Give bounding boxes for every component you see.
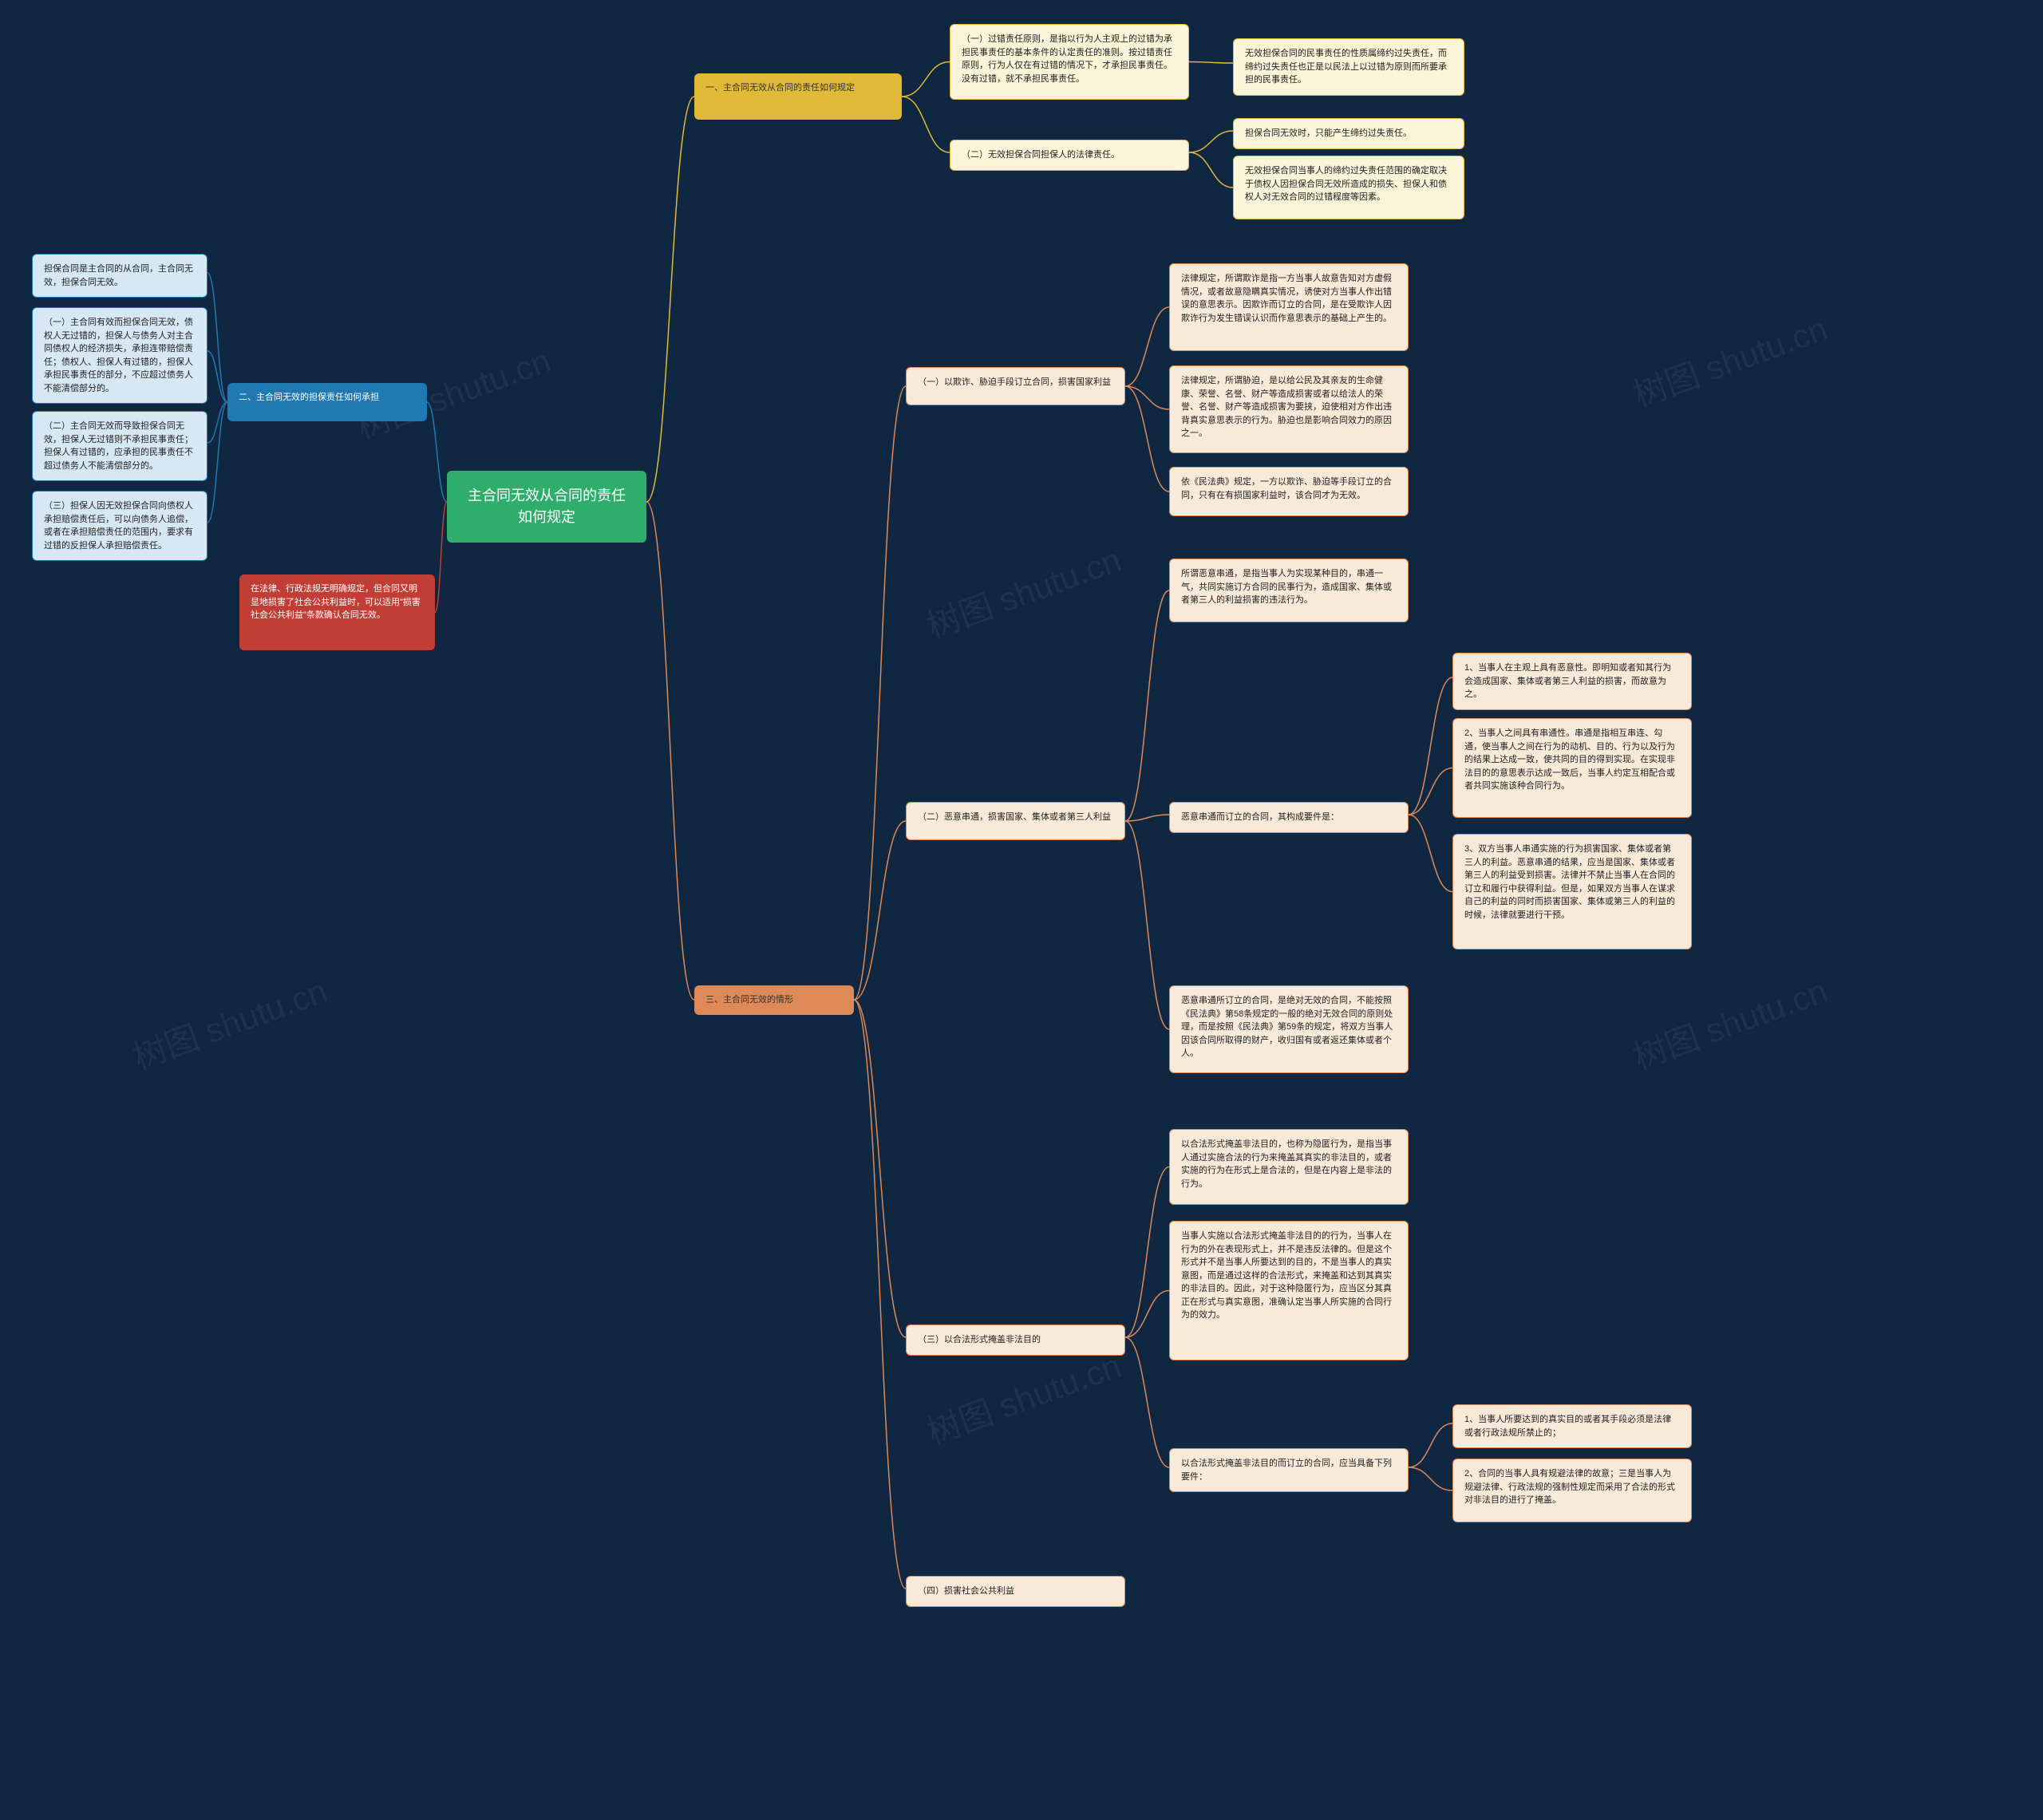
b1-c1-cc1[interactable]: 无效担保合同的民事责任的性质属缔约过失责任，而缔约过失责任也正是以民法上以过错为… xyxy=(1233,38,1464,96)
b2-c0[interactable]: 担保合同是主合同的从合同，主合同无效，担保合同无效。 xyxy=(32,254,207,298)
b3-s2-t2-u1[interactable]: 1、当事人在主观上具有恶意性。即明知或者知其行为会造成国家、集体或者第三人利益的… xyxy=(1452,653,1692,710)
b1-c2-cc1[interactable]: 担保合同无效时，只能产生缔约过失责任。 xyxy=(1233,118,1464,149)
watermark: 树图 shutu.cn xyxy=(1626,964,1833,1079)
b3-s1-t2[interactable]: 法律规定，所谓胁迫，是以给公民及其亲友的生命健康、荣誉、名誉、财产等造成损害或者… xyxy=(1169,365,1409,453)
b3-s2[interactable]: （二）恶意串通，损害国家、集体或者第三人利益 xyxy=(906,802,1125,840)
b3-s3[interactable]: （三）以合法形式掩盖非法目的 xyxy=(906,1325,1125,1356)
b3-s2-t3[interactable]: 恶意串通所订立的合同，是绝对无效的合同，不能按照《民法典》第58条规定的一般的绝… xyxy=(1169,985,1409,1073)
b1-c2[interactable]: （二）无效担保合同担保人的法律责任。 xyxy=(950,140,1189,171)
b1-c2-cc2[interactable]: 无效担保合同当事人的缔约过失责任范围的确定取决于债权人因担保合同无效所造成的损失… xyxy=(1233,156,1464,219)
branch-1[interactable]: 一、主合同无效从合同的责任如何规定 xyxy=(694,73,902,120)
root-node[interactable]: 主合同无效从合同的责任如何规定 xyxy=(447,471,646,543)
watermark: 树图 shutu.cn xyxy=(125,964,333,1079)
connectors xyxy=(0,0,2043,1820)
b3-s3-t3-u2[interactable]: 2、合同的当事人具有规避法律的故意；三是当事人为规避法律、行政法规的强制性规定而… xyxy=(1452,1459,1692,1522)
b3-s2-t2-u2[interactable]: 2、当事人之间具有串通性。串通是指相互串连、勾通，使当事人之间在行为的动机、目的… xyxy=(1452,718,1692,818)
b2-c1[interactable]: （一）主合同有效而担保合同无效，债权人无过错的，担保人与债务人对主合同债权人的经… xyxy=(32,307,207,404)
watermark: 树图 shutu.cn xyxy=(919,533,1127,648)
b3-s1-t3[interactable]: 依《民法典》规定，一方以欺诈、胁迫等手段订立的合同，只有在有损国家利益时，该合同… xyxy=(1169,467,1409,516)
b2-c2[interactable]: （二）主合同无效而导致担保合同无效，担保人无过错则不承担民事责任；担保人有过错的… xyxy=(32,411,207,481)
b3-s3-t3-u1[interactable]: 1、当事人所要达到的真实目的或者其手段必须是法律或者行政法规所禁止的； xyxy=(1452,1404,1692,1448)
b2-c3[interactable]: （三）担保人因无效担保合同向债权人承担赔偿责任后，可以向债务人追偿，或者在承担赔… xyxy=(32,491,207,561)
b3-s2-t2[interactable]: 恶意串通而订立的合同，其构成要件是： xyxy=(1169,802,1409,833)
b3-s1[interactable]: （一）以欺诈、胁迫手段订立合同，损害国家利益 xyxy=(906,367,1125,405)
watermark: 树图 shutu.cn xyxy=(919,1339,1127,1454)
b3-s3-t3[interactable]: 以合法形式掩盖非法目的而订立的合同，应当具备下列要件： xyxy=(1169,1448,1409,1492)
b1-c1[interactable]: （一）过错责任原则，是指以行为人主观上的过错为承担民事责任的基本条件的认定责任的… xyxy=(950,24,1189,100)
b3-s2-t2-u3[interactable]: 3、双方当事人串通实施的行为损害国家、集体或者第三人的利益。恶意串通的结果，应当… xyxy=(1452,834,1692,949)
branch-2[interactable]: 二、主合同无效的担保责任如何承担 xyxy=(227,383,427,421)
b3-s4[interactable]: （四）损害社会公共利益 xyxy=(906,1576,1125,1607)
b3-s2-t1[interactable]: 所谓恶意串通，是指当事人为实现某种目的，串通一气，共同实施订方合同的民事行为，造… xyxy=(1169,559,1409,622)
branch-3[interactable]: 三、主合同无效的情形 xyxy=(694,985,854,1015)
watermark: 树图 shutu.cn xyxy=(1626,302,1833,417)
b3-s3-t2[interactable]: 当事人实施以合法形式掩盖非法目的的行为，当事人在行为的外在表现形式上，并不是违反… xyxy=(1169,1221,1409,1360)
red-note[interactable]: 在法律、行政法规无明确规定，但合同又明显地损害了社会公共利益时，可以适用"损害社… xyxy=(239,574,435,650)
b3-s3-t1[interactable]: 以合法形式掩盖非法目的，也称为隐匿行为，是指当事人通过实施合法的行为来掩盖其真实… xyxy=(1169,1129,1409,1205)
b3-s1-t1[interactable]: 法律规定，所谓欺诈是指一方当事人故意告知对方虚假情况，或者故意隐瞒真实情况，诱使… xyxy=(1169,263,1409,351)
